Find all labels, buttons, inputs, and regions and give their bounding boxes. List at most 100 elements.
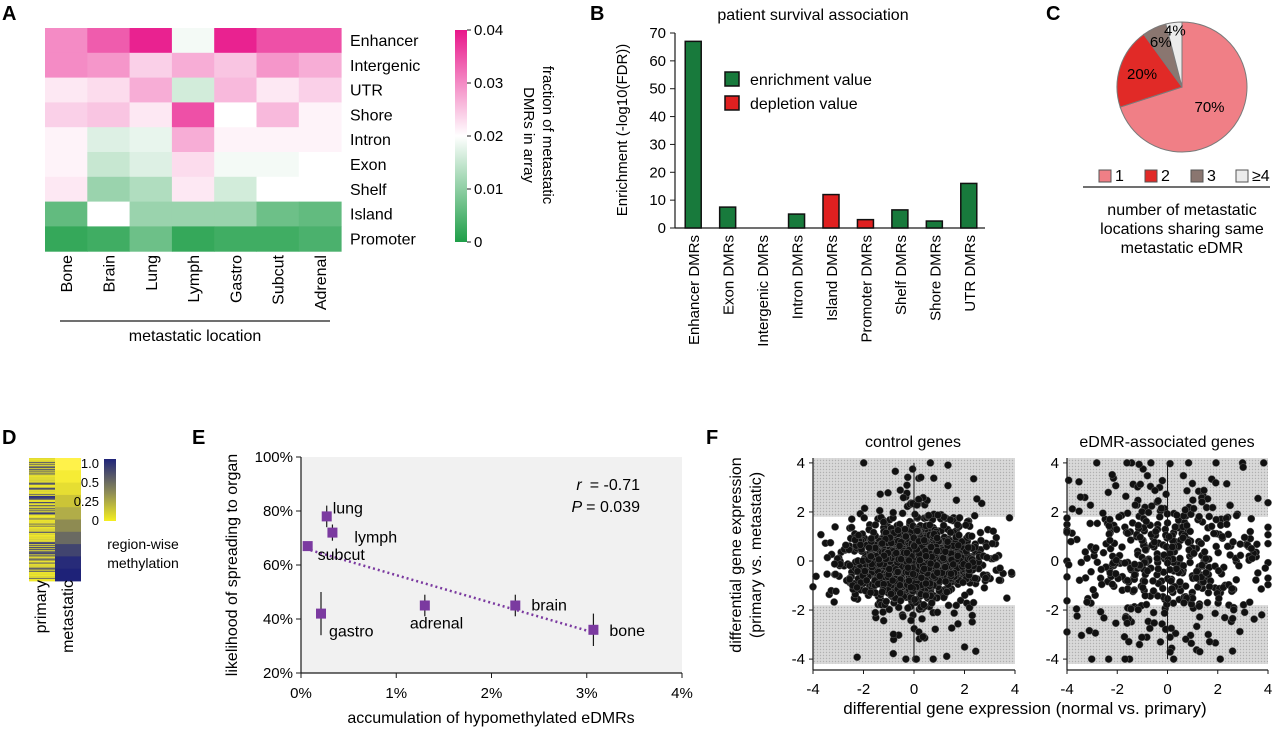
f-point-edmr [1212, 459, 1220, 467]
f-xtick-label: 2 [960, 681, 968, 698]
f-point-edmr [1181, 506, 1190, 514]
f-point-control [973, 495, 981, 503]
f-point-control [944, 481, 952, 490]
f-xlabel: differential gene expression (normal vs.… [843, 699, 1206, 718]
f-point-edmr [1184, 459, 1193, 467]
f-point-control [953, 551, 962, 560]
f-point-edmr [1151, 486, 1159, 495]
c-legend-swatch [1190, 169, 1204, 183]
f-point-control [847, 523, 856, 532]
d-row-primary [29, 543, 55, 545]
f-point-control [965, 603, 974, 612]
f-point-control [927, 543, 936, 551]
f-point-edmr [1259, 459, 1268, 467]
f-point-edmr [1212, 542, 1221, 551]
f-point-control [896, 589, 905, 597]
e-point-label-adrenal: adrenal [410, 616, 463, 633]
d-row-metastatic [55, 544, 81, 557]
f-point-control [943, 588, 951, 596]
c-legend-label: 2 [1161, 168, 1170, 185]
f-point-control [911, 510, 919, 519]
a-cell-island-lymph [171, 201, 215, 227]
a-cell-exon-lung [129, 152, 173, 178]
d-row-primary [29, 494, 55, 497]
d-row-primary [29, 571, 55, 574]
f-point-edmr [1087, 655, 1096, 663]
d-row-primary [29, 528, 55, 531]
f-point-control [960, 643, 969, 651]
d-row-metastatic [55, 482, 81, 496]
f-point-edmr [1156, 638, 1165, 646]
f-point-control [941, 577, 950, 586]
f-point-edmr [1099, 509, 1107, 518]
f-point-edmr [1184, 538, 1193, 547]
f-ytick-label: 4 [797, 455, 805, 472]
d-row-primary [29, 459, 55, 461]
a-cell-intergenic-lung [129, 52, 173, 79]
d-row-primary [29, 490, 55, 493]
a-cell-island-adrenal [298, 201, 342, 227]
d-row-primary [29, 486, 55, 489]
f-point-control [952, 601, 961, 610]
f-point-edmr [1136, 480, 1145, 489]
c-slice-4-plus [1165, 21, 1183, 88]
a-col-label-subcut: Subcut [271, 254, 288, 304]
d-row-metastatic [55, 568, 81, 582]
a-row-label-utr: UTR [350, 83, 383, 100]
f-point-control [859, 459, 868, 467]
f-point-control [895, 542, 904, 550]
e-point-label-gastro: gastro [329, 624, 374, 641]
f-point-control [969, 598, 978, 607]
f-point-control [977, 536, 985, 545]
f-point-control [1007, 568, 1016, 577]
f-point-control [942, 652, 951, 661]
f-point-edmr [1134, 521, 1143, 530]
d-row-primary [29, 521, 55, 523]
d-row-primary [29, 466, 55, 468]
f-point-control [916, 473, 925, 482]
d-row-primary [29, 497, 55, 500]
f-point-control [922, 552, 930, 560]
f-point-edmr [1151, 527, 1160, 536]
f-point-control [946, 528, 955, 537]
f-subplot-title-edmr: eDMR-associated genes [1079, 434, 1254, 451]
d-row-primary [29, 461, 55, 463]
d-row-primary [29, 499, 55, 501]
f-point-control [960, 591, 969, 600]
f-point-edmr [1112, 556, 1121, 565]
c-slice-label: 6% [1150, 34, 1172, 51]
a-row-label-island: Island [350, 207, 393, 224]
a-cell-shelf-gastro [214, 176, 257, 203]
f-point-edmr [1209, 529, 1218, 538]
f-point-control [921, 591, 930, 600]
f-point-control [955, 531, 963, 540]
f-point-edmr [1226, 501, 1234, 510]
f-point-edmr [1264, 523, 1272, 532]
e-ytick-label: 20% [263, 665, 293, 682]
d-row-primary [29, 533, 55, 536]
f-point-control [920, 536, 929, 545]
f-point-edmr [1126, 536, 1135, 544]
e-point-label-lung: lung [333, 500, 363, 517]
b-ytick-label: 20 [649, 164, 666, 181]
f-point-control [889, 649, 898, 658]
panel-label-b: B [590, 3, 604, 25]
e-point-subcut [302, 541, 313, 552]
f-point-control [903, 473, 912, 482]
f-point-control [944, 461, 952, 469]
c-caption-line1: number of metastatic [1107, 202, 1256, 219]
d-row-primary [29, 574, 55, 577]
f-point-control [904, 604, 912, 612]
d-row-primary [29, 576, 55, 579]
c-caption-line3: metastatic eDMR [1121, 240, 1244, 257]
f-point-edmr [1129, 586, 1138, 595]
f-point-control [931, 625, 940, 634]
f-point-edmr [1087, 567, 1095, 576]
f-point-edmr [1153, 554, 1162, 563]
a-cell-shore-adrenal [298, 102, 342, 128]
f-point-edmr [1257, 585, 1266, 593]
d-row-primary [29, 557, 55, 559]
a-cell-exon-brain [87, 152, 131, 178]
a-cell-island-brain [87, 201, 131, 227]
a-cell-intergenic-gastro [214, 52, 257, 79]
